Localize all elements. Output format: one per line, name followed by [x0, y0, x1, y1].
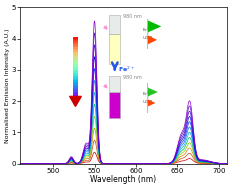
Text: 980 nm: 980 nm [122, 14, 141, 19]
Polygon shape [147, 100, 155, 106]
Text: UCNP: UCNP [142, 100, 152, 104]
Polygon shape [147, 36, 156, 44]
Polygon shape [69, 96, 81, 106]
Circle shape [146, 83, 147, 113]
Text: Fe$^{2+}$: Fe$^{2+}$ [118, 65, 135, 74]
Bar [109, 15, 120, 34]
Text: UCNP: UCNP [142, 36, 152, 40]
Y-axis label: Normalised Emission Intensity (A.U.): Normalised Emission Intensity (A.U.) [5, 28, 10, 143]
Text: Er$^{3+}$: Er$^{3+}$ [142, 89, 152, 98]
Circle shape [146, 19, 147, 49]
Bar [109, 76, 120, 92]
Bar [109, 92, 120, 118]
Text: Er$^{3+}$: Er$^{3+}$ [142, 25, 152, 35]
Text: 980 nm: 980 nm [122, 75, 141, 80]
Polygon shape [147, 88, 157, 96]
Polygon shape [147, 20, 161, 32]
Bar [109, 34, 120, 64]
X-axis label: Wavelength (nm): Wavelength (nm) [90, 175, 156, 184]
